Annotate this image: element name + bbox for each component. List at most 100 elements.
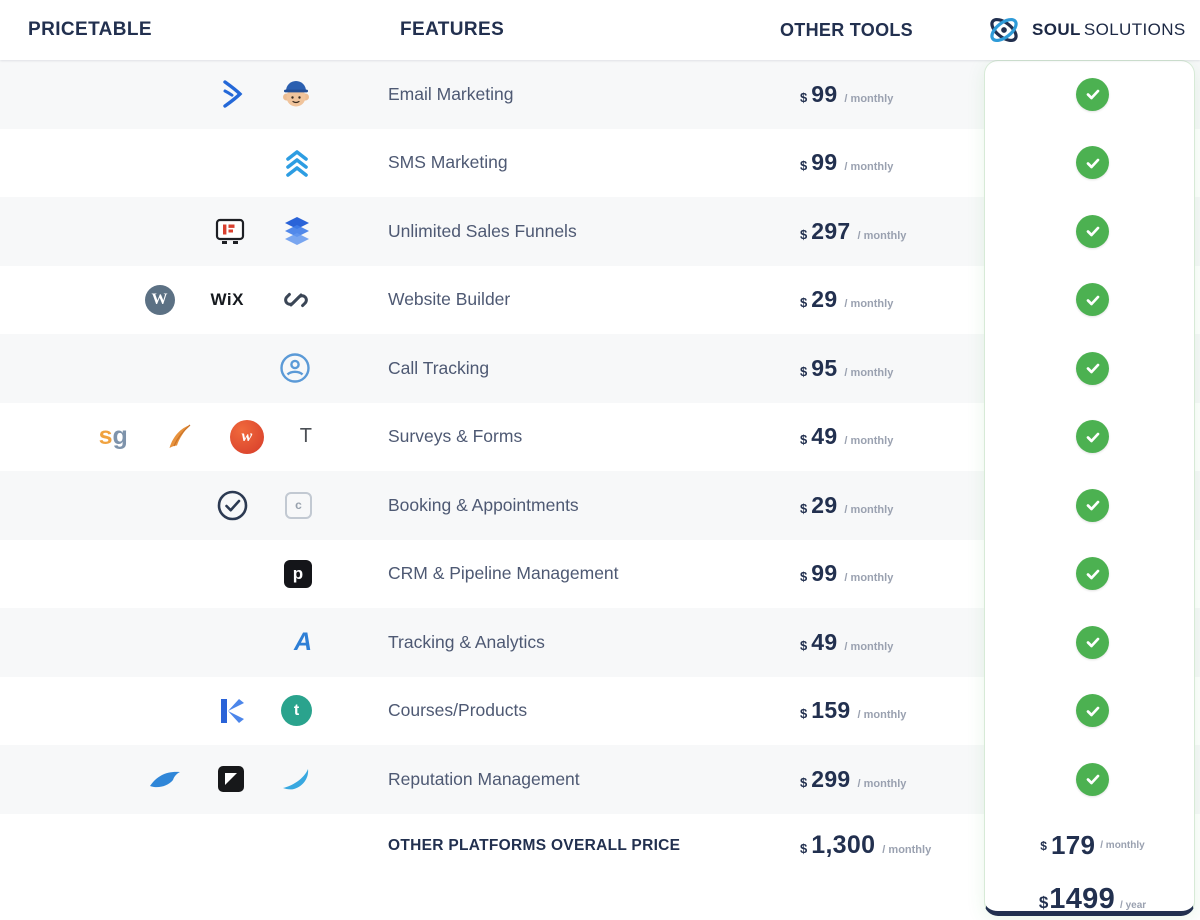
price-amount: 49 [811, 423, 838, 450]
table-row: p CRM & Pipeline Management $ 99 / month… [0, 540, 1200, 609]
check-icon [1076, 488, 1109, 522]
sg-letter-s: s [98, 422, 113, 451]
feature-name: Call Tracking [388, 357, 490, 378]
tool-icons [0, 148, 350, 178]
feature-name: CRM & Pipeline Management [388, 563, 619, 584]
currency-symbol: $ [800, 569, 808, 585]
currency-symbol: $ [800, 158, 808, 174]
price-period: / monthly [844, 92, 894, 105]
tool-icons [0, 78, 350, 110]
tool-icons [0, 215, 350, 247]
price-amount: 99 [811, 149, 838, 176]
triple-chevrons-icon [286, 149, 308, 177]
soul-monthly-price: $ 179 / monthly [985, 830, 1200, 861]
features-column-header: FEATURES [400, 19, 505, 40]
activecampaign-icon [223, 80, 243, 108]
kajabi-icon [221, 698, 244, 723]
check-icon [1076, 146, 1109, 180]
flag-square-icon [218, 766, 244, 793]
price-amount: 297 [811, 217, 851, 244]
other-tools-total-price: $ 1,300 / monthly [780, 831, 985, 860]
total-price-period: / monthly [882, 844, 932, 856]
brand-name-bold: SOUL [1032, 20, 1081, 39]
brand-name-light: SOLUTIONS [1083, 20, 1186, 39]
pricetable-title: PRICETABLE [28, 19, 152, 40]
soul-solutions-cell [985, 420, 1200, 454]
other-tools-price: $ 29 / monthly [780, 286, 985, 313]
feature-name: SMS Marketing [388, 152, 508, 173]
price-period: / monthly [857, 229, 907, 242]
soul-yearly-amount: 1499 [1049, 883, 1116, 915]
soul-solutions-cell [985, 214, 1200, 248]
phone-dial-icon [280, 353, 310, 383]
yearly-price-row: $ 1499 / year [0, 878, 1200, 920]
soul-solutions-cell [985, 762, 1200, 796]
other-tools-price: $ 49 / monthly [780, 423, 985, 450]
currency-symbol: $ [800, 226, 808, 242]
price-amount: 159 [811, 697, 851, 724]
table-row: SMS Marketing $ 99 / monthly [0, 129, 1200, 198]
check-icon [1076, 557, 1109, 591]
soul-monthly-amount: 179 [1050, 830, 1096, 860]
soul-solutions-cell [985, 351, 1200, 385]
wufoo-icon: w [229, 419, 264, 454]
wordpress-icon: W [144, 284, 175, 315]
analytics-a-icon: A [294, 628, 312, 657]
feature-name: Website Builder [388, 289, 511, 310]
soul-solutions-cell [985, 557, 1200, 591]
check-icon [1076, 762, 1109, 796]
other-tools-price: $ 99 / monthly [780, 149, 985, 176]
table-row: W WiX Website Builder $ 29 / monthly [0, 266, 1200, 335]
price-period: / monthly [844, 640, 894, 653]
check-icon [1076, 625, 1109, 659]
wordpress-letter: W [151, 290, 168, 308]
soul-solutions-cell [985, 77, 1200, 111]
wix-icon: WiX [210, 289, 244, 309]
tool-icons: A [0, 628, 350, 657]
tool-icons [0, 765, 350, 793]
brand-name: SOUL SOLUTIONS [1032, 20, 1186, 40]
table-header: PRICETABLE FEATURES OTHER TOOLS SOUL SOLU… [0, 0, 1200, 60]
feature-name: Booking & Appointments [388, 494, 579, 515]
other-tools-price: $ 297 / monthly [780, 218, 985, 245]
clickfunnels-icon [215, 219, 245, 245]
currency-symbol: $ [800, 89, 808, 105]
check-icon [1076, 283, 1109, 317]
total-price-amount: 1,300 [811, 831, 876, 859]
other-tools-price: $ 299 / monthly [780, 766, 985, 793]
price-period: / monthly [844, 161, 894, 174]
soul-solutions-cell [985, 625, 1200, 659]
price-amount: 29 [811, 286, 838, 313]
other-tools-price: $ 99 / monthly [780, 81, 985, 108]
typeform-icon: T [299, 425, 312, 448]
price-amount: 95 [811, 354, 838, 381]
other-tools-price: $ 99 / monthly [780, 560, 985, 587]
price-amount: 49 [811, 628, 838, 655]
pipedrive-icon: p [284, 559, 312, 588]
soul-solutions-cell [985, 283, 1200, 317]
currency-symbol: $ [1038, 893, 1049, 912]
soul-solutions-brand: SOUL SOLUTIONS [985, 11, 1200, 49]
currency-symbol: $ [800, 841, 808, 856]
currency-symbol: $ [800, 363, 808, 379]
feature-name: Courses/Products [388, 700, 528, 721]
stacked-layers-icon [285, 217, 309, 246]
tool-icons: t [0, 695, 350, 727]
currency-symbol: $ [800, 637, 808, 653]
currency-symbol: $ [1040, 838, 1047, 853]
soul-solutions-cell [985, 694, 1200, 728]
price-period: / monthly [844, 366, 894, 379]
currency-symbol: $ [800, 774, 808, 790]
bird-icon [150, 772, 180, 788]
tool-icons: W WiX [0, 284, 350, 316]
calendar-icon: c [285, 491, 312, 519]
currency-symbol: $ [800, 432, 808, 448]
other-tools-price: $ 49 / monthly [780, 629, 985, 656]
swoosh-icon [283, 769, 309, 790]
soul-solutions-cell [985, 488, 1200, 522]
check-icon [1076, 77, 1109, 111]
other-tools-price: $ 29 / monthly [780, 492, 985, 519]
feature-name: Surveys & Forms [388, 426, 523, 447]
